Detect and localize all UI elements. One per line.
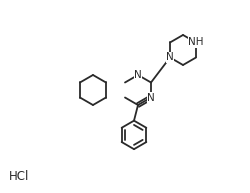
- Text: HCl: HCl: [8, 170, 29, 183]
- Text: N: N: [134, 70, 141, 80]
- Text: N: N: [166, 52, 173, 63]
- Text: NH: NH: [188, 37, 203, 47]
- Text: N: N: [146, 92, 154, 102]
